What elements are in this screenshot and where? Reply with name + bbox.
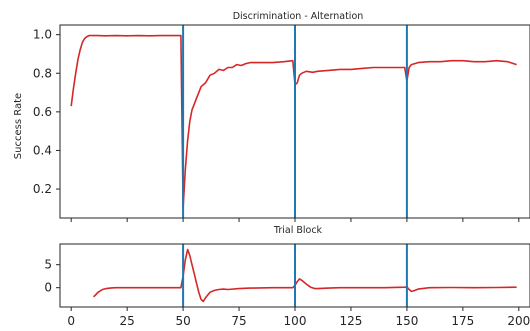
top-panel-title: Discrimination - Alternation — [233, 11, 364, 22]
top-panel: Discrimination - Alternation Success Rat… — [13, 11, 530, 236]
x-tick-label: 100 — [284, 314, 307, 328]
top-y-tick-label: 0.8 — [33, 66, 52, 80]
x-tick-label: 0 — [67, 314, 75, 328]
x-axis-label: Trial Block — [273, 225, 323, 236]
bottom-plot-area — [93, 244, 517, 307]
top-y-tick-label: 0.4 — [33, 143, 52, 157]
bottom-y-ticks: 05 — [44, 258, 60, 295]
x-tick-label: 150 — [395, 314, 418, 328]
x-tick-label: 25 — [120, 314, 135, 328]
top-panel-frame — [59, 24, 530, 219]
x-tick-label: 200 — [507, 314, 530, 328]
bottom-x-ticks: 0 25 50 75 100 125 150 175 200 — [67, 307, 530, 328]
top-y-ticks: 0.2 0.4 0.6 0.8 1.0 — [33, 28, 60, 196]
top-x-ticks — [70, 218, 520, 222]
top-plot-area — [70, 25, 517, 218]
bottom-y-tick-label: 0 — [44, 281, 52, 295]
x-tick-label: 125 — [339, 314, 362, 328]
x-tick-label: 75 — [231, 314, 246, 328]
bottom-panel: 05 0 25 50 75 100 125 150 175 200 — [44, 243, 530, 328]
top-y-tick-label: 0.2 — [33, 182, 52, 196]
x-tick-label: 175 — [451, 314, 474, 328]
bottom-y-tick-label: 5 — [44, 258, 52, 272]
top-y-tick-label: 1.0 — [33, 28, 52, 42]
top-y-tick-label: 0.6 — [33, 105, 52, 119]
y-axis-label: Success Rate — [13, 93, 24, 159]
bottom-panel-frame — [59, 243, 530, 308]
x-tick-label: 50 — [175, 314, 190, 328]
